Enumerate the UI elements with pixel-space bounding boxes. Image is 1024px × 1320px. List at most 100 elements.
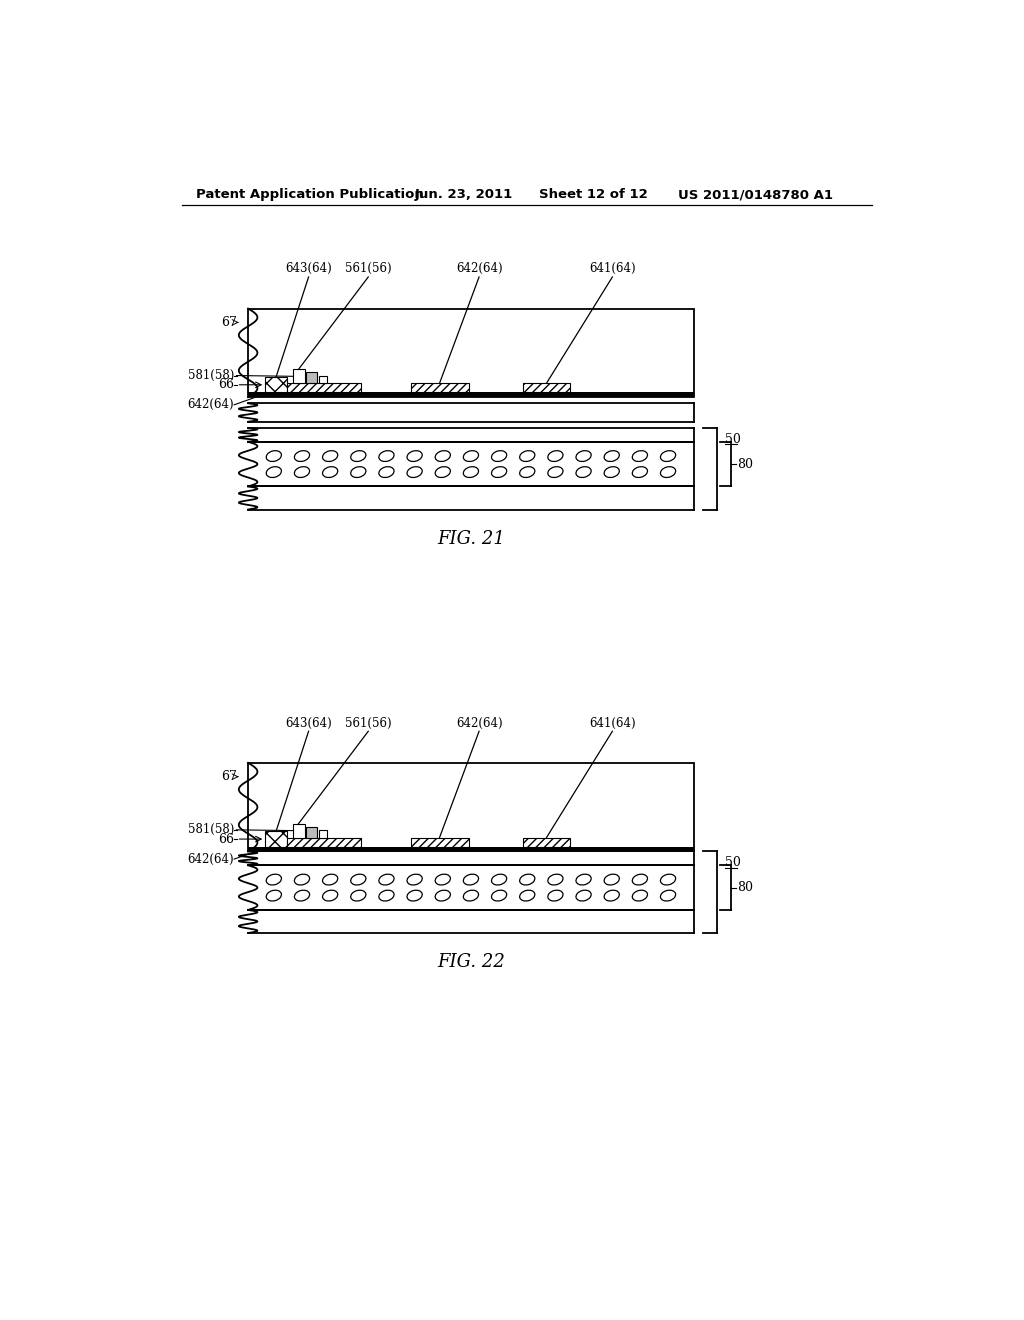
Ellipse shape [407,874,422,884]
Text: 66: 66 [218,379,234,391]
Text: 641(64): 641(64) [589,717,636,730]
Text: 80: 80 [737,458,753,471]
Text: 67: 67 [220,770,237,783]
Ellipse shape [519,890,535,902]
Text: 561(56): 561(56) [345,717,391,730]
Ellipse shape [350,890,366,902]
Ellipse shape [575,890,591,902]
Ellipse shape [604,450,620,462]
Ellipse shape [407,450,422,462]
Bar [523,383,569,392]
Bar [265,832,287,847]
Bar [523,837,569,847]
Text: 581(58): 581(58) [187,824,234,837]
Ellipse shape [463,874,478,884]
Text: 642(64): 642(64) [187,853,234,866]
Text: FIG. 21: FIG. 21 [437,529,505,548]
Text: 642(64): 642(64) [456,717,503,730]
Text: 642(64): 642(64) [187,399,234,412]
Ellipse shape [266,890,282,902]
Text: Jun. 23, 2011: Jun. 23, 2011 [415,187,513,201]
Text: 50: 50 [725,433,740,446]
Bar [318,830,328,838]
Ellipse shape [435,467,451,478]
Ellipse shape [266,874,282,884]
Bar [248,392,693,397]
Ellipse shape [575,467,591,478]
Bar [248,847,693,851]
Text: 80: 80 [737,880,753,894]
Ellipse shape [463,450,478,462]
Ellipse shape [435,874,451,884]
Ellipse shape [548,890,563,902]
Ellipse shape [548,450,563,462]
Ellipse shape [492,890,507,902]
Ellipse shape [323,467,338,478]
Ellipse shape [575,450,591,462]
Bar [248,763,693,851]
Ellipse shape [660,467,676,478]
Ellipse shape [294,874,309,884]
Ellipse shape [660,890,676,902]
Ellipse shape [379,890,394,902]
Ellipse shape [492,450,507,462]
Text: FIG. 22: FIG. 22 [437,953,505,972]
Ellipse shape [266,467,282,478]
Bar [411,837,469,847]
Ellipse shape [294,467,309,478]
Ellipse shape [519,874,535,884]
Ellipse shape [407,467,422,478]
Bar [306,372,317,383]
Ellipse shape [323,890,338,902]
Ellipse shape [350,467,366,478]
Ellipse shape [604,890,620,902]
Bar [318,376,328,383]
Bar [306,826,317,837]
Ellipse shape [519,467,535,478]
Text: 50: 50 [725,857,740,870]
Ellipse shape [294,890,309,902]
Bar [293,824,305,838]
Ellipse shape [548,467,563,478]
Text: Patent Application Publication: Patent Application Publication [197,187,424,201]
Ellipse shape [660,874,676,884]
Text: 642(64): 642(64) [456,263,503,276]
Bar [287,383,360,392]
Text: Sheet 12 of 12: Sheet 12 of 12 [539,187,647,201]
Ellipse shape [463,890,478,902]
Bar [248,309,693,397]
Ellipse shape [435,890,451,902]
Text: 581(58): 581(58) [187,370,234,381]
Ellipse shape [294,450,309,462]
Bar [265,378,287,392]
Ellipse shape [435,450,451,462]
Ellipse shape [660,450,676,462]
Bar [293,370,305,383]
Ellipse shape [463,467,478,478]
Bar [411,383,469,392]
Ellipse shape [492,467,507,478]
Text: 643(64): 643(64) [286,263,332,276]
Ellipse shape [407,890,422,902]
Ellipse shape [350,874,366,884]
Text: 67: 67 [220,315,237,329]
Bar [287,837,360,847]
Ellipse shape [632,874,647,884]
Ellipse shape [548,874,563,884]
Ellipse shape [323,874,338,884]
Ellipse shape [266,450,282,462]
Ellipse shape [519,450,535,462]
Ellipse shape [379,874,394,884]
Ellipse shape [604,467,620,478]
Ellipse shape [575,874,591,884]
Ellipse shape [323,450,338,462]
Text: US 2011/0148780 A1: US 2011/0148780 A1 [678,187,834,201]
Ellipse shape [632,450,647,462]
Ellipse shape [632,467,647,478]
Ellipse shape [492,874,507,884]
Text: 643(64): 643(64) [286,717,332,730]
Text: 561(56): 561(56) [345,263,391,276]
Ellipse shape [632,890,647,902]
Ellipse shape [379,450,394,462]
Ellipse shape [379,467,394,478]
